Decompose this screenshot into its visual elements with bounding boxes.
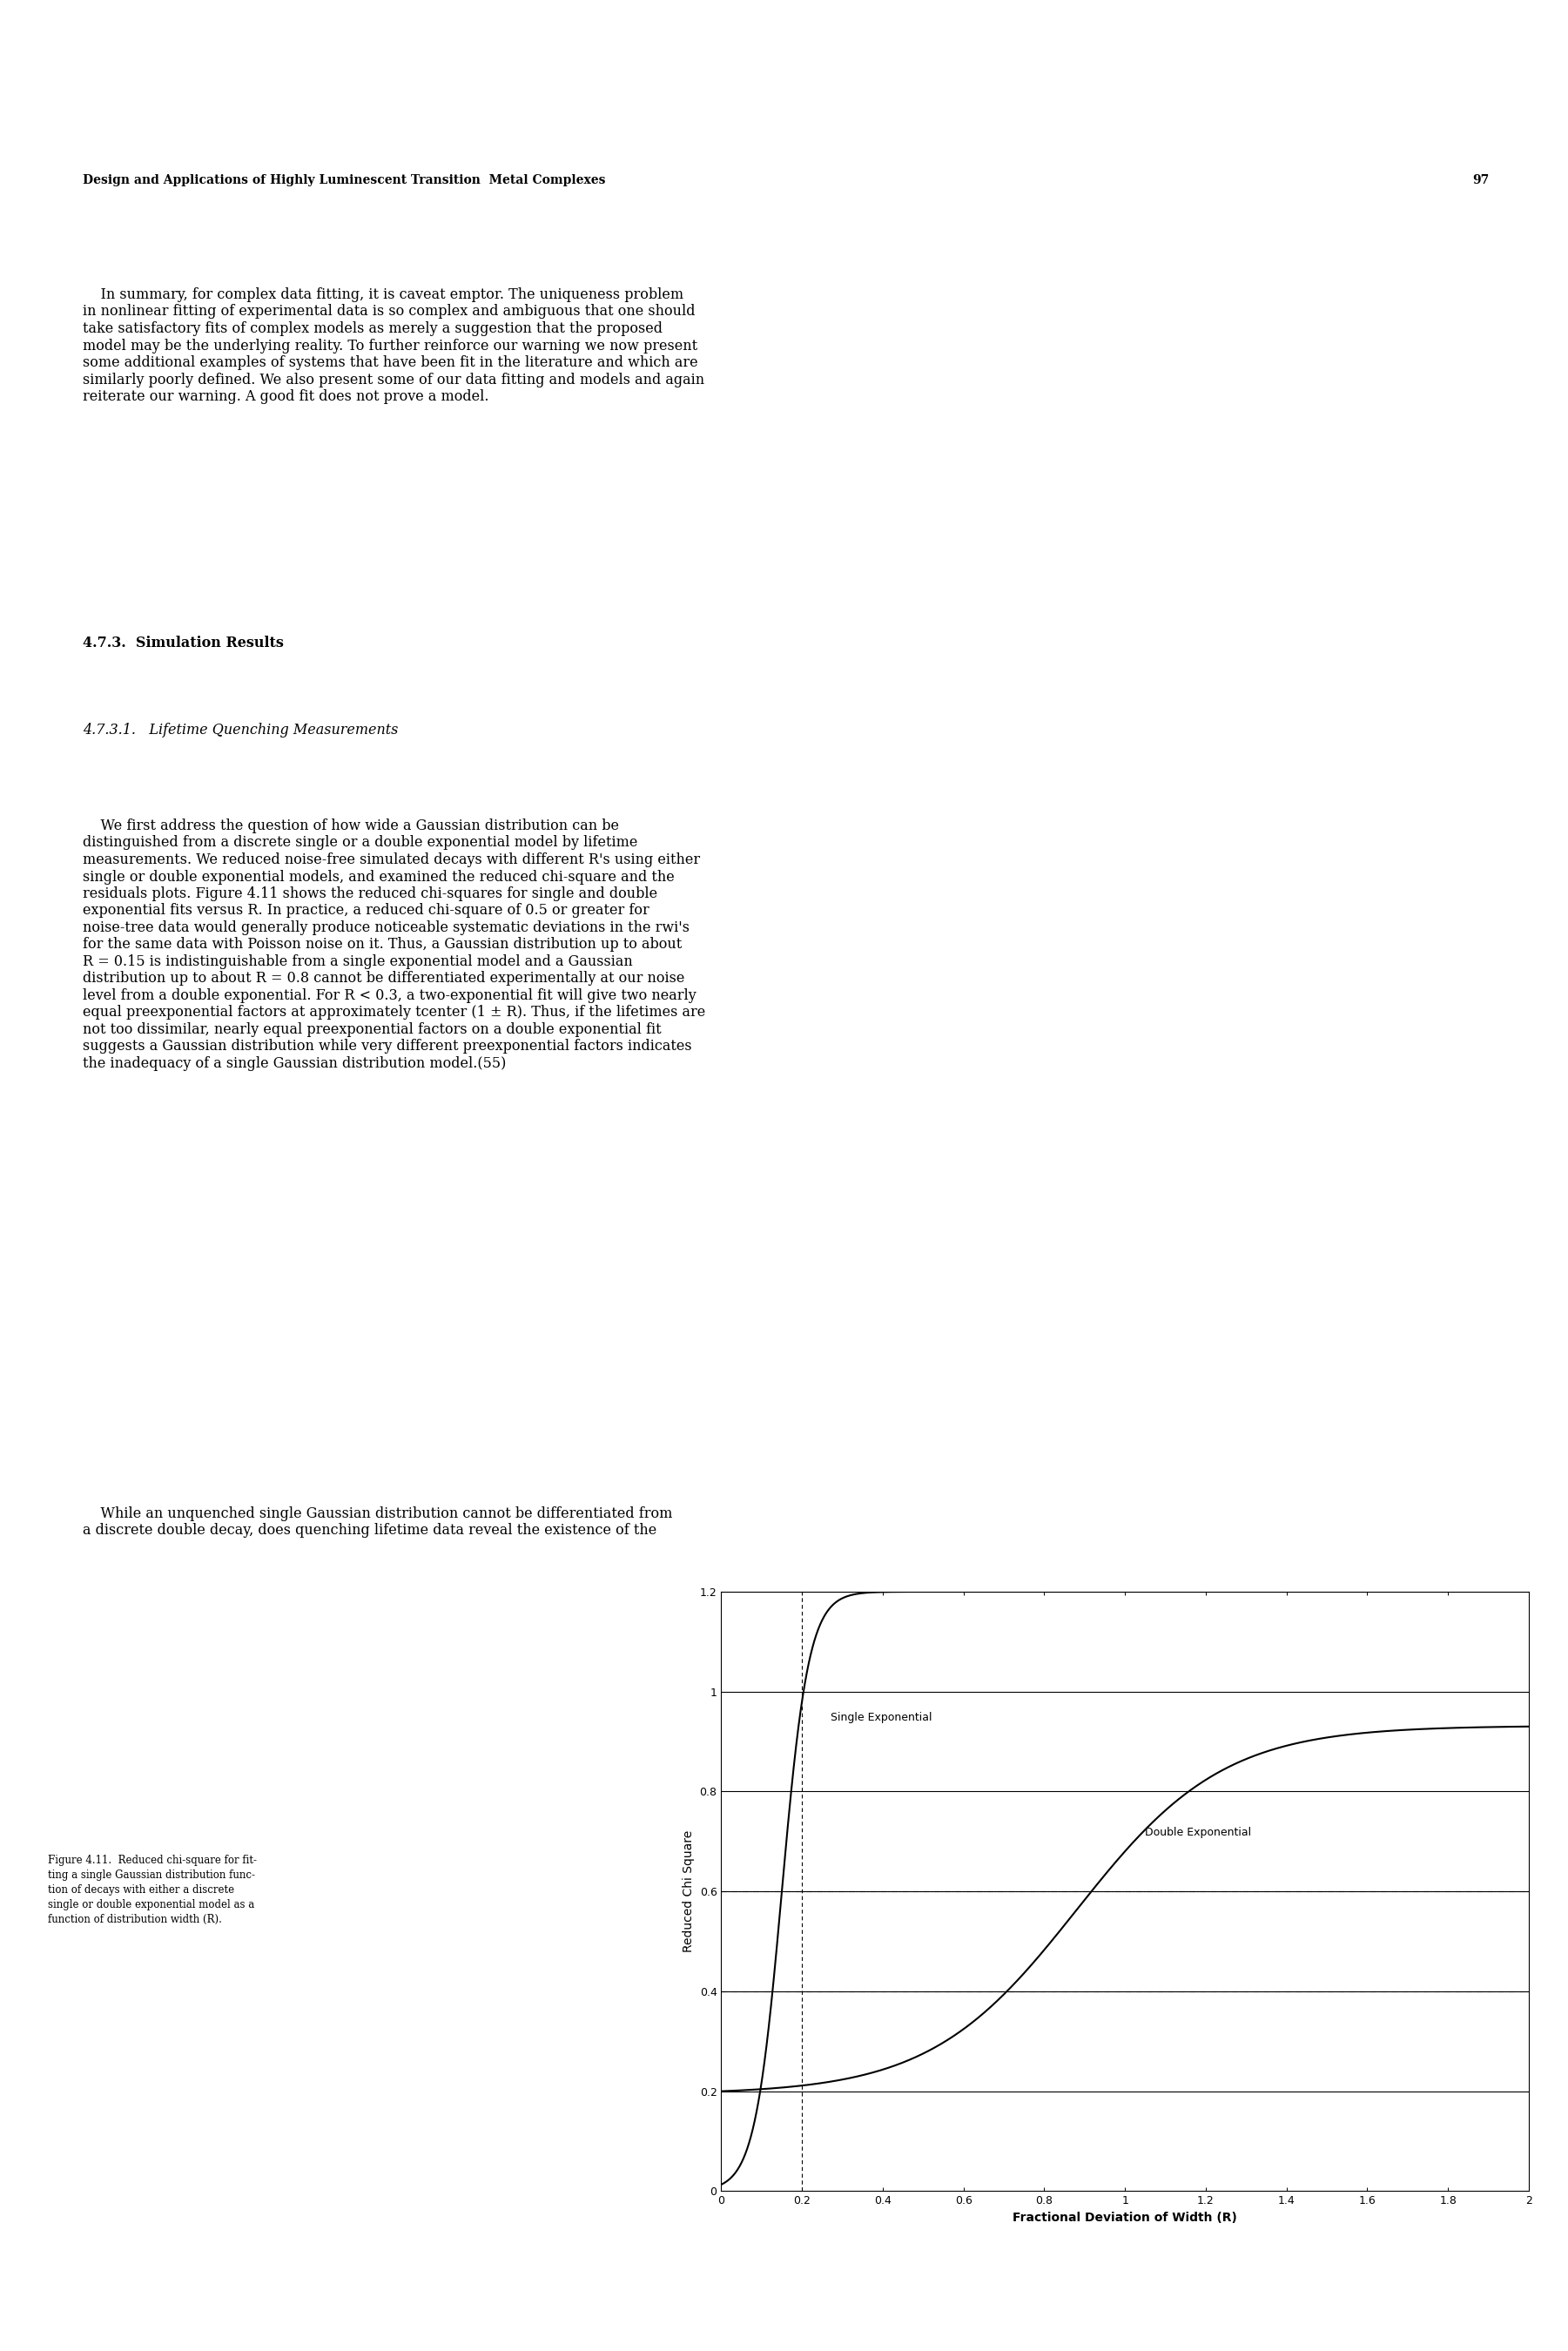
- Text: tion of decays with either a discrete: tion of decays with either a discrete: [49, 1883, 234, 1895]
- Text: distinguished from a discrete single or a double exponential model by lifetime: distinguished from a discrete single or …: [83, 835, 638, 851]
- Text: Single Exponential: Single Exponential: [831, 1712, 931, 1723]
- Text: a discrete double decay, does quenching lifetime data reveal the existence of th: a discrete double decay, does quenching …: [83, 1523, 657, 1538]
- Text: 4.7.3.  Simulation Results: 4.7.3. Simulation Results: [83, 635, 284, 651]
- Text: noise-tree data would generally produce noticeable systematic deviations in the : noise-tree data would generally produce …: [83, 919, 690, 936]
- Text: While an unquenched single Gaussian distribution cannot be differentiated from: While an unquenched single Gaussian dist…: [83, 1507, 673, 1521]
- Text: reiterate our warning. A good fit does not prove a model.: reiterate our warning. A good fit does n…: [83, 390, 489, 404]
- Text: similarly poorly defined. We also present some of our data fitting and models an: similarly poorly defined. We also presen…: [83, 371, 704, 388]
- Text: in nonlinear fitting of experimental data is so complex and ambiguous that one s: in nonlinear fitting of experimental dat…: [83, 303, 695, 320]
- Text: We first address the question of how wide a Gaussian distribution can be: We first address the question of how wid…: [83, 818, 619, 832]
- Text: model may be the underlying reality. To further reinforce our warning we now pre: model may be the underlying reality. To …: [83, 339, 698, 353]
- Text: measurements. We reduced noise-free simulated decays with different R's using ei: measurements. We reduced noise-free simu…: [83, 853, 699, 868]
- Y-axis label: Reduced Chi Square: Reduced Chi Square: [682, 1831, 695, 1951]
- Text: 97: 97: [1472, 174, 1488, 186]
- Text: equal preexponential factors at approximately tcenter (1 ± R). Thus, if the life: equal preexponential factors at approxim…: [83, 1006, 706, 1020]
- Text: distribution up to about R = 0.8 cannot be differentiated experimentally at our : distribution up to about R = 0.8 cannot …: [83, 971, 685, 985]
- Text: level from a double exponential. For R < 0.3, a two-exponential fit will give tw: level from a double exponential. For R <…: [83, 987, 696, 1004]
- Text: some additional examples of systems that have been fit in the literature and whi: some additional examples of systems that…: [83, 355, 698, 369]
- Text: function of distribution width (R).: function of distribution width (R).: [49, 1914, 223, 1925]
- Text: In summary, for complex data fitting, it is caveat emptor. The uniqueness proble: In summary, for complex data fitting, it…: [83, 287, 684, 303]
- Text: suggests a Gaussian distribution while very different preexponential factors ind: suggests a Gaussian distribution while v…: [83, 1039, 691, 1053]
- Text: single or double exponential model as a: single or double exponential model as a: [49, 1900, 254, 1911]
- Text: exponential fits versus R. In practice, a reduced chi-square of 0.5 or greater f: exponential fits versus R. In practice, …: [83, 903, 649, 919]
- Text: take satisfactory fits of complex models as merely a suggestion that the propose: take satisfactory fits of complex models…: [83, 322, 663, 336]
- Text: residuals plots. Figure 4.11 shows the reduced chi-squares for single and double: residuals plots. Figure 4.11 shows the r…: [83, 886, 657, 900]
- Text: Figure 4.11.  Reduced chi-square for fit-: Figure 4.11. Reduced chi-square for fit-: [49, 1855, 257, 1867]
- Text: ting a single Gaussian distribution func-: ting a single Gaussian distribution func…: [49, 1869, 256, 1881]
- Text: Double Exponential: Double Exponential: [1145, 1827, 1251, 1838]
- Text: single or double exponential models, and examined the reduced chi-square and the: single or double exponential models, and…: [83, 870, 674, 884]
- Text: Design and Applications of Highly Luminescent Transition  Metal Complexes: Design and Applications of Highly Lumine…: [83, 174, 605, 186]
- Text: for the same data with Poisson noise on it. Thus, a Gaussian distribution up to : for the same data with Poisson noise on …: [83, 938, 682, 952]
- Text: 4.7.3.1.   Lifetime Quenching Measurements: 4.7.3.1. Lifetime Quenching Measurements: [83, 722, 398, 738]
- Text: not too dissimilar, nearly equal preexponential factors on a double exponential : not too dissimilar, nearly equal preexpo…: [83, 1023, 662, 1037]
- Text: the inadequacy of a single Gaussian distribution model.(55): the inadequacy of a single Gaussian dist…: [83, 1056, 506, 1072]
- Text: R = 0.15 is indistinguishable from a single exponential model and a Gaussian: R = 0.15 is indistinguishable from a sin…: [83, 955, 633, 969]
- X-axis label: Fractional Deviation of Width (R): Fractional Deviation of Width (R): [1013, 2212, 1237, 2224]
